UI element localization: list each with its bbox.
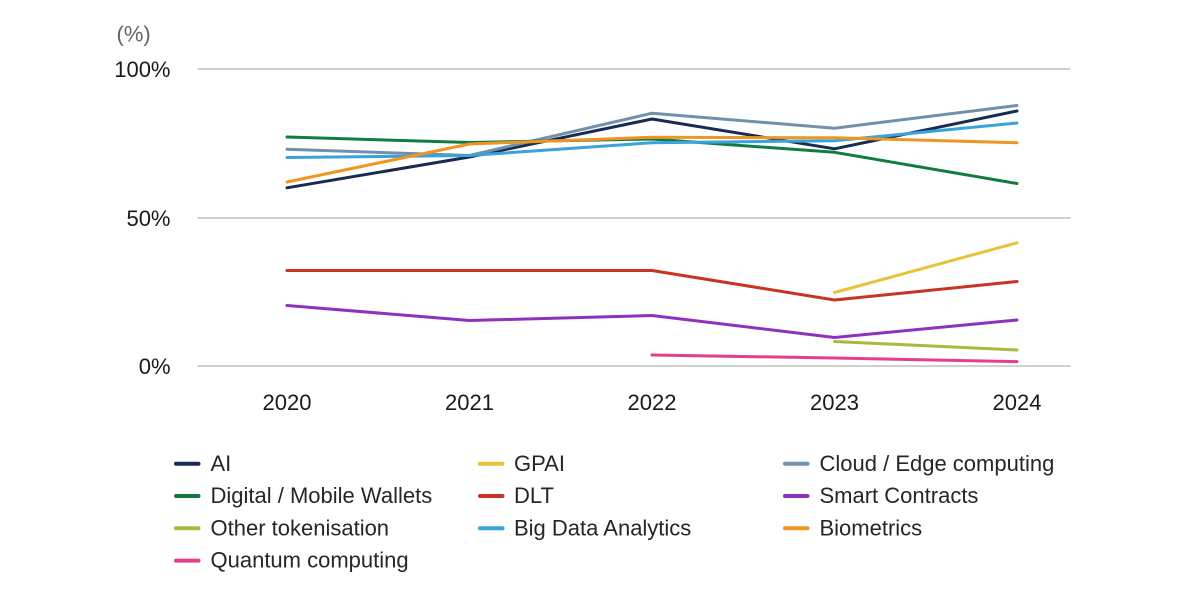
svg-text:2024: 2024 bbox=[993, 390, 1042, 415]
svg-text:Other tokenisation: Other tokenisation bbox=[211, 515, 390, 540]
svg-text:0%: 0% bbox=[139, 354, 171, 379]
svg-text:2020: 2020 bbox=[263, 390, 312, 415]
svg-text:50%: 50% bbox=[126, 206, 170, 231]
svg-text:(%): (%) bbox=[117, 22, 151, 47]
svg-text:Quantum computing: Quantum computing bbox=[211, 548, 409, 573]
svg-text:DLT: DLT bbox=[514, 483, 554, 508]
svg-text:Cloud / Edge computing: Cloud / Edge computing bbox=[820, 451, 1055, 476]
svg-text:Big Data Analytics: Big Data Analytics bbox=[514, 515, 691, 540]
svg-text:GPAI: GPAI bbox=[514, 451, 565, 476]
svg-text:AI: AI bbox=[211, 451, 232, 476]
svg-text:2023: 2023 bbox=[810, 390, 859, 415]
svg-text:Biometrics: Biometrics bbox=[820, 515, 923, 540]
svg-text:Smart Contracts: Smart Contracts bbox=[820, 483, 979, 508]
svg-text:Digital / Mobile Wallets: Digital / Mobile Wallets bbox=[211, 483, 433, 508]
svg-text:100%: 100% bbox=[114, 57, 170, 82]
svg-text:2021: 2021 bbox=[445, 390, 494, 415]
svg-text:2022: 2022 bbox=[628, 390, 677, 415]
